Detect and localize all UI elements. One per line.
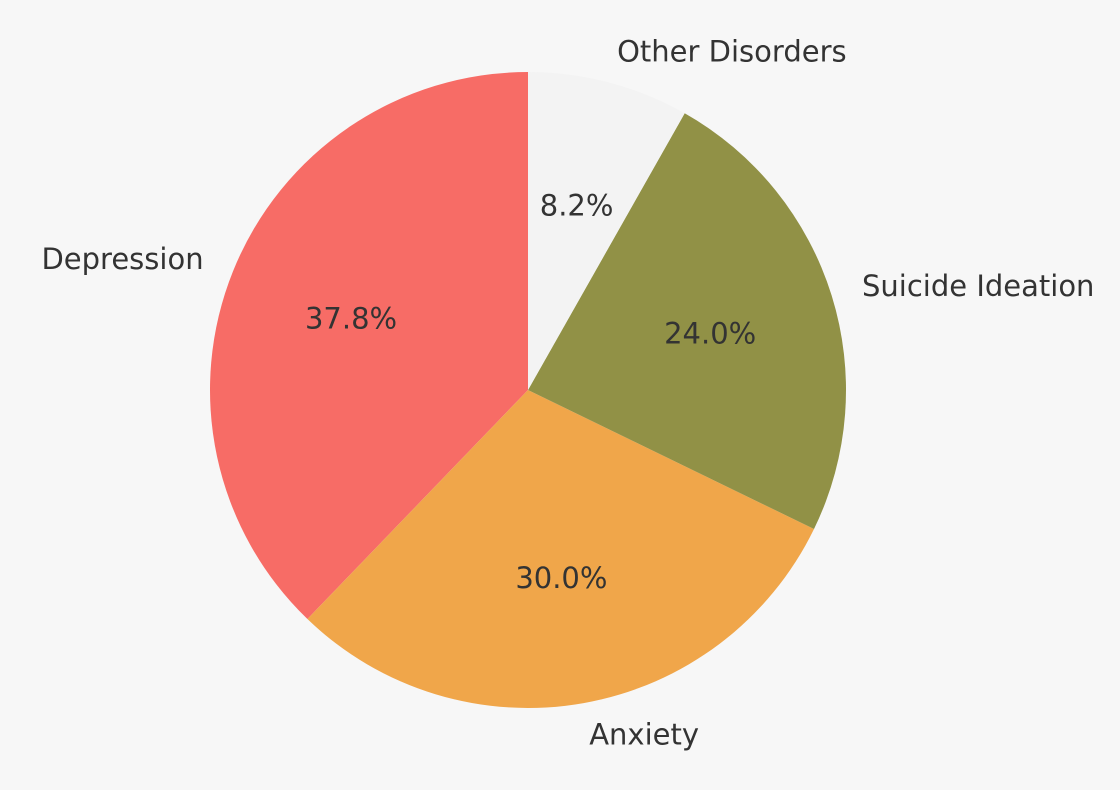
pie-category-label-other-disorders: Other Disorders: [617, 35, 847, 69]
pie-slice-anxiety: [307, 390, 815, 708]
pie-category-label-depression: Depression: [41, 242, 203, 276]
pie-slice-other-disorders: [528, 72, 685, 390]
pie-pct-label-suicide-ideation: 24.0%: [664, 316, 756, 350]
pie-slice-suicide-ideation: [528, 113, 846, 529]
pie-category-label-suicide-ideation: Suicide Ideation: [862, 269, 1094, 303]
pie-pct-label-other-disorders: 8.2%: [540, 189, 614, 223]
pie-slices: [209, 72, 846, 708]
pie-category-label-anxiety: Anxiety: [589, 717, 699, 751]
pie-labels: 37.8% Depression 30.0% Anxiety 24.0% Suicide …: [41, 35, 1094, 752]
pie-pct-label-anxiety: 30.0%: [515, 561, 607, 595]
pie-slice-depression: [209, 72, 528, 620]
pie-pct-label-depression: 37.8%: [305, 302, 397, 336]
